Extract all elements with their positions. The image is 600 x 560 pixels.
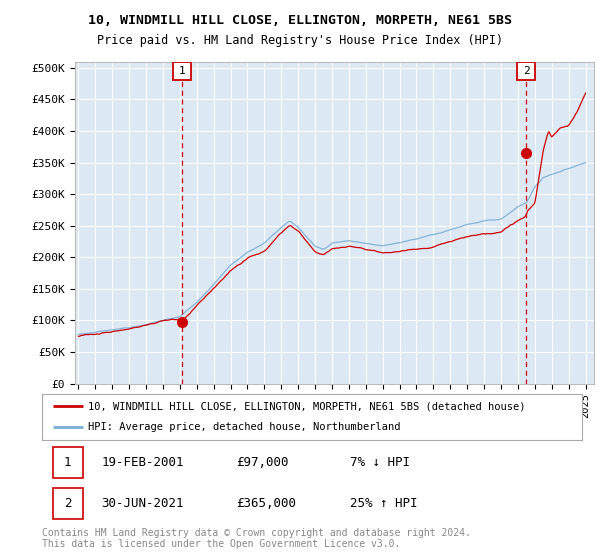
FancyBboxPatch shape: [53, 447, 83, 478]
Text: 2: 2: [523, 66, 530, 76]
Text: 7% ↓ HPI: 7% ↓ HPI: [350, 456, 410, 469]
Text: Price paid vs. HM Land Registry's House Price Index (HPI): Price paid vs. HM Land Registry's House …: [97, 34, 503, 46]
FancyBboxPatch shape: [53, 488, 83, 519]
Text: 1: 1: [178, 66, 185, 76]
Text: 10, WINDMILL HILL CLOSE, ELLINGTON, MORPETH, NE61 5BS: 10, WINDMILL HILL CLOSE, ELLINGTON, MORP…: [88, 14, 512, 27]
Text: Contains HM Land Registry data © Crown copyright and database right 2024.
This d: Contains HM Land Registry data © Crown c…: [42, 528, 471, 549]
Text: 19-FEB-2001: 19-FEB-2001: [101, 456, 184, 469]
Text: 10, WINDMILL HILL CLOSE, ELLINGTON, MORPETH, NE61 5BS (detached house): 10, WINDMILL HILL CLOSE, ELLINGTON, MORP…: [88, 401, 526, 411]
Text: 30-JUN-2021: 30-JUN-2021: [101, 497, 184, 510]
Text: £365,000: £365,000: [236, 497, 296, 510]
Text: £97,000: £97,000: [236, 456, 289, 469]
Text: 25% ↑ HPI: 25% ↑ HPI: [350, 497, 418, 510]
Text: HPI: Average price, detached house, Northumberland: HPI: Average price, detached house, Nort…: [88, 422, 400, 432]
Text: 1: 1: [64, 456, 71, 469]
Text: 2: 2: [64, 497, 71, 510]
